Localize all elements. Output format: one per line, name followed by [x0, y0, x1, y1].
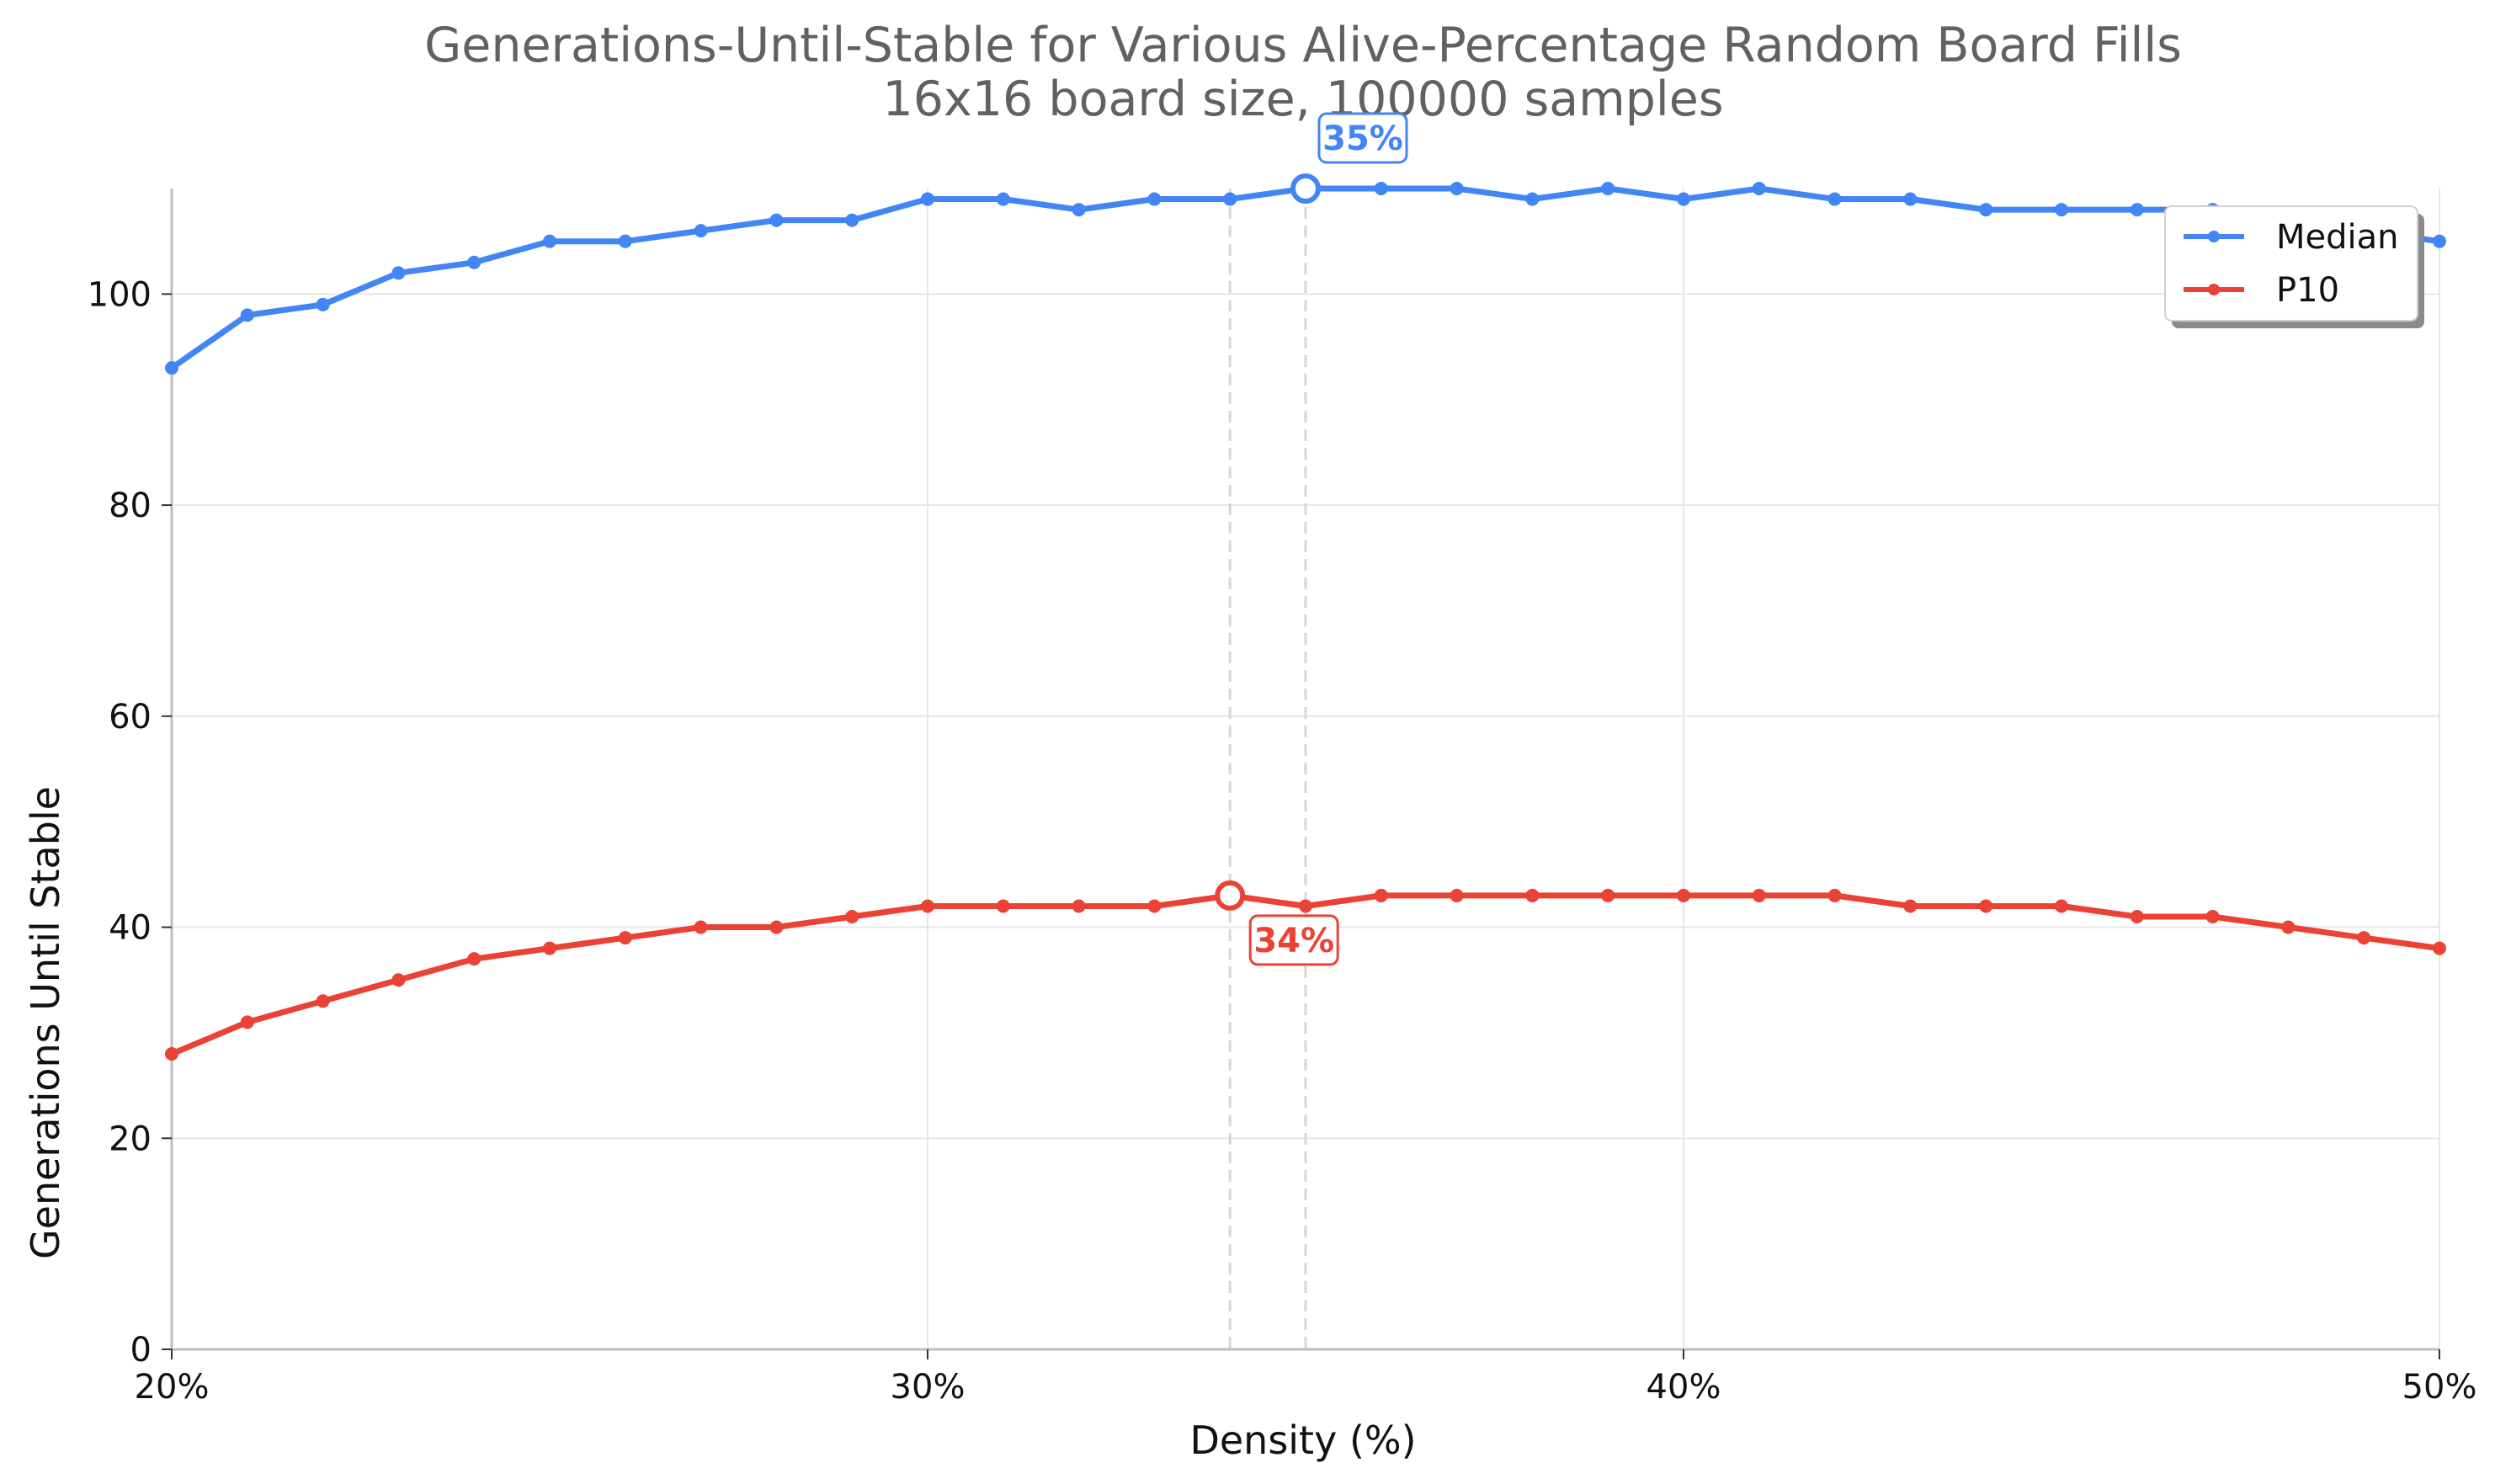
- legend-marker-median: [2208, 231, 2220, 242]
- y-tick-label: 60: [109, 698, 152, 737]
- data-point-p10: [2281, 920, 2296, 934]
- axes: [162, 189, 2440, 1359]
- data-point-p10: [240, 1015, 254, 1029]
- x-axis-label: Density (%): [1189, 1418, 1416, 1463]
- data-point-p10: [1752, 888, 1766, 902]
- data-point-p10: [1525, 888, 1540, 902]
- y-tick-label: 20: [109, 1120, 152, 1158]
- data-point-p10: [1072, 899, 1086, 913]
- data-point-median: [2130, 203, 2144, 217]
- data-point-median: [467, 255, 481, 269]
- peak-label-median: 35%: [1322, 120, 1403, 158]
- data-point-median: [240, 308, 254, 322]
- data-point-median: [316, 297, 330, 311]
- tick-labels: 20% 30% 40% 50% 0 20 40 60 80 100: [88, 275, 2477, 1407]
- data-point-median: [391, 266, 406, 280]
- y-tick-label: 100: [88, 275, 152, 314]
- data-point-median: [921, 192, 934, 206]
- data-point-p10: [391, 973, 406, 987]
- data-point-p10: [1677, 888, 1690, 902]
- data-point-p10: [1299, 899, 1312, 913]
- data-point-p10: [1374, 888, 1388, 902]
- data-point-median: [1147, 192, 1162, 206]
- data-point-p10: [316, 994, 330, 1008]
- data-point-median: [694, 224, 708, 238]
- data-point-median: [543, 234, 556, 248]
- data-point-p10: [1827, 888, 1842, 902]
- peak-marker-p10: [1215, 880, 1246, 911]
- data-point-p10: [2433, 941, 2446, 955]
- data-point-p10: [1601, 888, 1615, 902]
- data-point-median: [618, 234, 632, 248]
- data-point-p10: [2055, 899, 2068, 913]
- data-point-median: [845, 213, 859, 227]
- x-tick-label: 20%: [135, 1368, 210, 1407]
- data-point-p10: [1147, 899, 1162, 913]
- data-point-median: [1827, 192, 1842, 206]
- data-point-p10: [1450, 888, 1464, 902]
- data-point-p10: [921, 899, 934, 913]
- data-point-median: [1752, 182, 1766, 195]
- data-point-p10: [2205, 910, 2220, 924]
- data-point-p10: [618, 931, 632, 945]
- data-point-median: [769, 213, 784, 227]
- data-point-p10: [769, 920, 784, 934]
- y-tick-label: 80: [109, 487, 152, 525]
- peak-marker-lines: [1228, 189, 1307, 1349]
- data-point-median: [2055, 203, 2068, 217]
- data-point-p10: [694, 920, 708, 934]
- data-point-median: [996, 192, 1010, 206]
- data-point-p10: [2130, 910, 2144, 924]
- data-point-median: [1677, 192, 1690, 206]
- y-tick-label: 40: [109, 909, 152, 948]
- data-point-p10: [165, 1046, 178, 1061]
- data-point-median: [1979, 203, 1993, 217]
- chart-subtitle: 16x16 board size, 100000 samples: [882, 72, 1723, 127]
- y-axis-label: Generations Until Stable: [23, 786, 68, 1259]
- peak-annotations: 35% 34%: [1215, 112, 1408, 966]
- peak-marker-median: [1290, 173, 1321, 204]
- data-point-p10: [1979, 899, 1993, 913]
- x-tick-label: 30%: [891, 1368, 966, 1407]
- data-point-p10: [543, 941, 556, 955]
- data-point-median: [1072, 203, 1086, 217]
- data-point-median: [1903, 192, 1918, 206]
- data-point-median: [1525, 192, 1540, 206]
- data-point-median: [1374, 182, 1388, 195]
- legend: Median P10: [2164, 205, 2424, 328]
- data-point-p10: [2357, 931, 2371, 945]
- peak-label-box-median: [1317, 112, 1408, 164]
- legend-label-median: Median: [2276, 218, 2399, 257]
- x-tick-label: 50%: [2402, 1368, 2477, 1407]
- data-point-median: [165, 361, 178, 375]
- data-point-median: [2433, 234, 2446, 248]
- data-point-median: [1450, 182, 1464, 195]
- data-point-p10: [996, 899, 1010, 913]
- chart-title: Generations-Until-Stable for Various Ali…: [424, 18, 2182, 73]
- data-point-p10: [845, 910, 859, 924]
- peak-label-box-p10: [1248, 914, 1339, 966]
- data-point-median: [1601, 182, 1615, 195]
- data-point-median: [1223, 192, 1237, 206]
- y-tick-label: 0: [130, 1331, 152, 1370]
- x-tick-label: 40%: [1646, 1368, 1721, 1407]
- legend-marker-p10: [2208, 284, 2220, 295]
- legend-label-p10: P10: [2276, 271, 2339, 310]
- data-point-p10: [467, 952, 481, 966]
- peak-label-p10: 34%: [1253, 922, 1334, 960]
- data-point-p10: [1903, 899, 1918, 913]
